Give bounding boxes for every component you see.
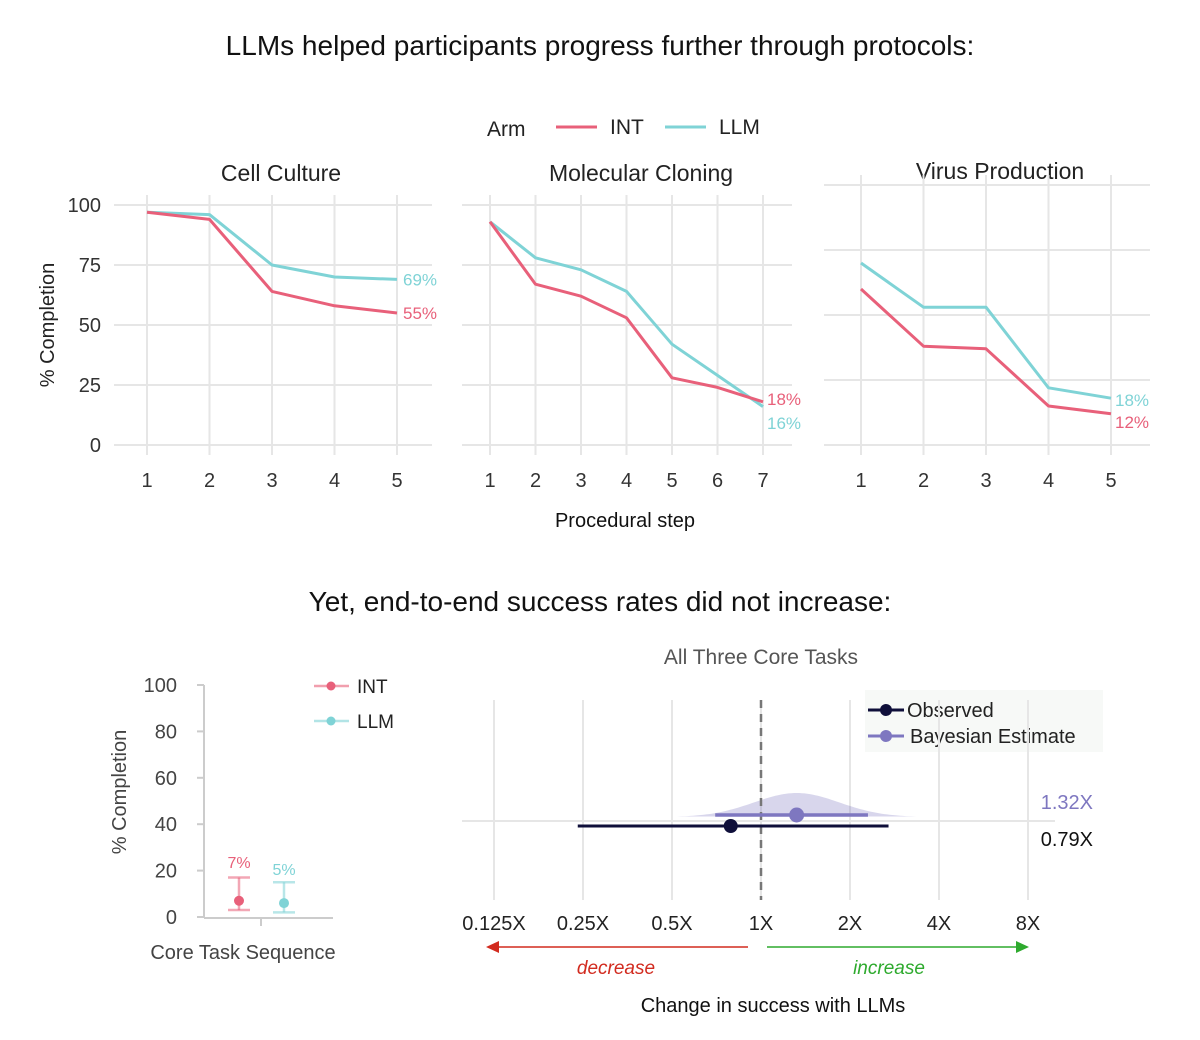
legend-int-label: INT: [610, 116, 644, 139]
panel-title-molecular-cloning: Molecular Cloning: [549, 160, 733, 186]
forest-tick-label: 8X: [1016, 913, 1040, 935]
forest-tick-label: 4X: [927, 913, 951, 935]
core-legend-llm-label: LLM: [357, 712, 394, 733]
forest-legend-bayesian-label: Bayesian Estimate: [910, 726, 1076, 748]
core-y-tick-label: 0: [166, 907, 177, 929]
core-x-axis-label: Core Task Sequence: [150, 942, 335, 964]
x-tick-label: 3: [575, 470, 586, 492]
increase-label: increase: [853, 958, 925, 979]
observed-point: [723, 819, 738, 833]
x-tick-label: 4: [1043, 470, 1054, 492]
x-tick-label: 3: [980, 470, 991, 492]
bayesian-value-label: 1.32X: [1041, 792, 1093, 814]
errorbar-int: 7%: [227, 855, 251, 912]
y-tick-label: 50: [79, 315, 101, 337]
forest-tick-label: 0.125X: [462, 913, 525, 935]
end-label-llm: 18%: [1115, 391, 1149, 410]
core-y-axis-label: % Completion: [109, 730, 131, 855]
forest-x-axis-label: Change in success with LLMs: [641, 995, 906, 1017]
x-tick-label: 5: [391, 470, 402, 492]
end-label-llm: 69%: [403, 270, 437, 289]
series-line-llm: [146, 210, 398, 281]
bottom-headline: Yet, end-to-end success rates did not in…: [308, 586, 892, 617]
forest-title: All Three Core Tasks: [664, 646, 858, 669]
decrease-label: decrease: [577, 958, 655, 979]
increase-arrow-head: [1016, 941, 1029, 953]
core-legend: INT LLM: [314, 677, 394, 733]
end-label-int: 55%: [403, 304, 437, 323]
x-tick-label: 7: [757, 470, 768, 492]
end-label-int: 18%: [767, 390, 801, 409]
x-tick-label: 1: [855, 470, 866, 492]
errorbar-point: [279, 898, 289, 909]
y-tick-label: 25: [79, 375, 101, 397]
panel-title-cell-culture: Cell Culture: [221, 160, 341, 186]
x-tick-label: 3: [266, 470, 277, 492]
series-line-int: [488, 220, 764, 404]
core-legend-int-dot: [326, 681, 336, 691]
line-panel-3: 1 2 3 4 5 12% 18%: [824, 175, 1150, 492]
series-line-int: [146, 210, 398, 315]
y-tick-label: 100: [68, 195, 101, 217]
top-y-axis-label: % Completion: [37, 263, 59, 388]
core-y-tick-label: 20: [155, 861, 177, 883]
errorbar-label: 5%: [272, 862, 295, 879]
arm-legend: Arm INT LLM: [487, 116, 760, 141]
x-tick-label: 1: [484, 470, 495, 492]
core-y-tick-label: 100: [144, 675, 177, 697]
errorbar-point: [234, 895, 244, 906]
x-tick-label: 4: [329, 470, 340, 492]
core-legend-llm-dot: [326, 716, 336, 726]
core-task-panel: % Completion Core Task Sequence INT LLM …: [109, 675, 394, 964]
observed-value-label: 0.79X: [1041, 829, 1093, 851]
forest-legend-bayesian-dot: [880, 730, 892, 742]
x-tick-label: 1: [141, 470, 152, 492]
series-line-int: [859, 287, 1112, 416]
forest-tick-label: 0.5X: [651, 913, 692, 935]
bayesian-density: [677, 793, 917, 817]
series-line-llm: [489, 220, 764, 408]
forest-tick-label: 1X: [749, 913, 773, 935]
x-tick-label: 4: [621, 470, 632, 492]
x-tick-label: 2: [918, 470, 929, 492]
core-y-tick-label: 60: [155, 768, 177, 790]
x-tick-label: 5: [666, 470, 677, 492]
end-label-llm: 16%: [767, 414, 801, 433]
core-y-tick-label: 40: [155, 814, 177, 836]
errorbar-label: 7%: [227, 855, 250, 872]
x-tick-label: 2: [530, 470, 541, 492]
forest-legend-observed-label: Observed: [907, 700, 994, 722]
panel-title-virus-production: Virus Production: [916, 158, 1084, 184]
core-y-tick-label: 80: [155, 721, 177, 743]
y-tick-label: 0: [90, 435, 101, 457]
top-x-axis-label: Procedural step: [555, 510, 695, 532]
x-tick-label: 5: [1105, 470, 1116, 492]
bayesian-point: [789, 807, 805, 823]
x-tick-label: 2: [204, 470, 215, 492]
legend-title: Arm: [487, 118, 526, 141]
forest-legend-box: [865, 690, 1103, 752]
forest-tick-label: 2X: [838, 913, 862, 935]
errorbar-llm: 5%: [272, 862, 296, 914]
legend-llm-label: LLM: [719, 116, 760, 139]
x-tick-label: 6: [712, 470, 723, 492]
top-headline: LLMs helped participants progress furthe…: [225, 30, 975, 61]
end-label-int: 12%: [1115, 413, 1149, 432]
forest-legend-observed-dot: [880, 704, 892, 716]
line-panel-2: 1 2 3 4 5 6 7 18% 16%: [462, 195, 801, 492]
forest-panel: All Three Core Tasks Observed Bayesian E…: [462, 646, 1103, 1017]
forest-tick-label: 0.25X: [557, 913, 609, 935]
series-line-llm: [860, 261, 1112, 400]
y-tick-label: 75: [79, 255, 101, 277]
decrease-arrow-head: [486, 941, 499, 953]
core-legend-int-label: INT: [357, 677, 388, 698]
